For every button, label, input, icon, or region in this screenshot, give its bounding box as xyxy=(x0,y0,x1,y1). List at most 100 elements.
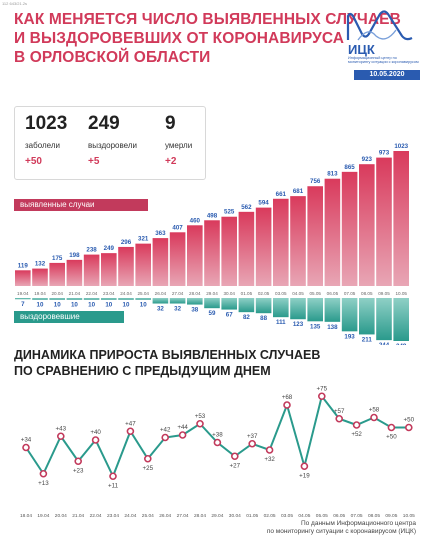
line-point-label: +50 xyxy=(386,434,397,441)
line-point-label: +47 xyxy=(125,420,136,427)
cases-bar-chart: 11919.04713219.041017520.041019821.04102… xyxy=(15,143,409,345)
bar-recovered-label: 38 xyxy=(191,307,198,314)
x-tick-label: 04.05 xyxy=(298,513,310,519)
bar-cases-label: 594 xyxy=(258,200,269,207)
bar-recovered xyxy=(101,298,117,300)
stat-label: заболели xyxy=(25,141,60,150)
bar-recovered-label: 135 xyxy=(310,323,321,330)
bar-cases xyxy=(324,178,341,286)
stat-delta: +5 xyxy=(88,156,100,167)
bar-cases-label: 198 xyxy=(69,252,80,259)
line-point xyxy=(22,443,30,452)
bar-cases-label: 249 xyxy=(104,245,115,252)
bar-recovered xyxy=(290,298,306,320)
line-point xyxy=(196,419,204,428)
x-tick-label: 20.04 xyxy=(51,291,63,296)
stat-label: умерли xyxy=(165,141,193,150)
line-point-label: +13 xyxy=(38,480,49,487)
line-point-label: +75 xyxy=(317,385,328,392)
line-point-label: +37 xyxy=(247,433,258,440)
x-tick-label: 10.05 xyxy=(403,513,415,519)
line-point-label: +58 xyxy=(369,407,380,414)
bar-cases xyxy=(273,198,289,286)
bar-cases xyxy=(393,151,409,286)
bar-recovered-label: 249 xyxy=(396,343,407,345)
bar-cases-label: 460 xyxy=(190,217,201,224)
line-point xyxy=(161,433,169,442)
line-point-label: +53 xyxy=(195,413,206,420)
line-point xyxy=(248,439,256,448)
bar-cases xyxy=(359,164,375,286)
stat-delta: +50 xyxy=(25,156,42,167)
x-tick-label: 07.05 xyxy=(351,513,363,519)
bar-cases xyxy=(238,211,255,286)
legend-recovered: выздоровевшие xyxy=(14,311,124,323)
x-tick-label: 20.04 xyxy=(55,513,67,519)
x-tick-label: 09.05 xyxy=(385,513,397,519)
line-point xyxy=(335,414,344,423)
section-title-line: по сравнению с предыдущим днем xyxy=(14,364,271,378)
line-point-label: +68 xyxy=(282,394,293,401)
bar-cases-label: 498 xyxy=(207,212,218,219)
bar-cases-label: 132 xyxy=(35,261,46,268)
line-point xyxy=(56,432,65,441)
bar-cases-label: 321 xyxy=(138,236,149,243)
bar-recovered-label: 193 xyxy=(344,333,355,340)
line-point xyxy=(144,454,152,463)
bar-recovered-label: 32 xyxy=(174,306,181,313)
x-tick-label: 19.04 xyxy=(17,291,29,296)
x-tick-label: 30.04 xyxy=(223,291,235,296)
footnote: По данным Информационного центра по мони… xyxy=(267,520,416,536)
x-tick-label: 10.05 xyxy=(395,291,407,296)
bar-cases xyxy=(255,207,272,286)
x-tick-label: 24.04 xyxy=(120,291,132,296)
bar-recovered xyxy=(393,298,409,341)
line-point-label: +57 xyxy=(334,408,345,415)
line-point-label: +25 xyxy=(143,465,154,472)
line-point xyxy=(231,452,239,461)
bar-recovered xyxy=(238,298,255,313)
x-tick-label: 02.05 xyxy=(264,513,276,519)
x-tick-label: 07.05 xyxy=(344,291,356,296)
bar-recovered xyxy=(324,298,341,322)
corner-text: 112 643/21.2s xyxy=(2,1,28,6)
bar-cases-label: 973 xyxy=(379,150,390,157)
bar-cases xyxy=(66,259,83,286)
bar-recovered-label: 10 xyxy=(54,302,61,309)
line-point xyxy=(387,423,396,432)
bar-recovered xyxy=(359,298,375,335)
bar-recovered-label: 7 xyxy=(21,301,25,308)
line-point xyxy=(126,427,135,436)
bar-cases-label: 681 xyxy=(293,188,304,195)
x-tick-label: 27.04 xyxy=(172,291,184,296)
bar-recovered-label: 67 xyxy=(226,312,233,319)
x-tick-label: 21.04 xyxy=(72,513,84,519)
x-tick-label: 04.05 xyxy=(292,291,304,296)
legend-cases: выявленные случаи xyxy=(14,199,148,211)
bar-cases-label: 119 xyxy=(18,262,29,269)
x-tick-label: 25.04 xyxy=(137,291,149,296)
line-point xyxy=(91,436,100,444)
stat-recovered: 249 выздоровели +5 xyxy=(88,113,137,167)
bar-cases-label: 175 xyxy=(52,255,63,262)
x-tick-label: 02.05 xyxy=(258,291,270,296)
bar-recovered xyxy=(187,298,203,305)
page-title-line: в Орловской области xyxy=(14,49,211,66)
x-tick-label: 08.05 xyxy=(361,291,373,296)
x-tick-label: 03.05 xyxy=(275,291,287,296)
line-point xyxy=(109,472,117,481)
line-point-label: +23 xyxy=(73,467,84,474)
bar-cases-label: 865 xyxy=(344,164,355,171)
bar-cases xyxy=(187,225,203,286)
line-point xyxy=(300,462,309,471)
bar-cases-label: 407 xyxy=(172,224,183,231)
bar-cases xyxy=(101,253,117,286)
line-point xyxy=(178,431,187,439)
x-tick-label: 03.05 xyxy=(281,513,293,519)
x-tick-label: 26.04 xyxy=(159,513,171,519)
logo-wave-icon xyxy=(346,10,413,41)
x-tick-label: 19.04 xyxy=(34,291,46,296)
logo: ИЦК Информационный центр по мониторингу … xyxy=(340,10,420,64)
bar-recovered-label: 123 xyxy=(293,321,304,328)
line-point-label: +52 xyxy=(351,431,362,438)
